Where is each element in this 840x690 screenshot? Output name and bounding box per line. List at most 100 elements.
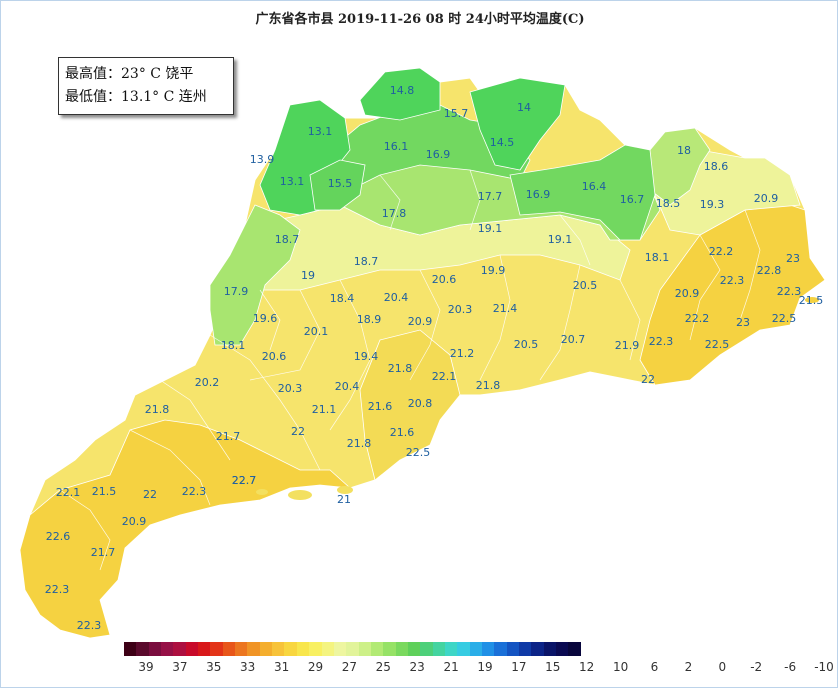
county-temperature-label: 20.9 — [408, 315, 433, 328]
county-temperature-label: 18.1 — [221, 339, 246, 352]
legend-swatch — [321, 642, 334, 656]
legend-swatch — [568, 642, 581, 656]
county-labels: 13.9 13.1 13.1 15.5 14.8 16.1 16.9 15.7 14 14.5 17… — [45, 84, 824, 632]
county-temperature-label: 20.7 — [561, 333, 586, 346]
legend-swatch — [259, 642, 273, 656]
min-value-line: 最低值：13.1° C 连州 — [65, 89, 207, 105]
county-temperature-label: 18 — [677, 144, 691, 157]
county-temperature-label: 21.8 — [145, 403, 170, 416]
county-temperature-label: 22.8 — [757, 264, 782, 277]
legend-swatch — [173, 642, 186, 656]
county-temperature-label: 17.9 — [224, 285, 249, 298]
legend-swatch — [136, 642, 149, 656]
legend-tick-label: 33 — [240, 660, 256, 674]
county-temperature-label: 16.7 — [620, 193, 645, 206]
county-temperature-label: 22.6 — [46, 530, 71, 543]
county-temperature-label: 21.7 — [91, 546, 116, 559]
county-temperature-label: 20.4 — [335, 380, 360, 393]
legend-tick-label: -2 — [750, 660, 763, 674]
legend-swatch — [494, 642, 507, 656]
legend-swatch — [222, 642, 236, 656]
legend-swatch — [309, 642, 322, 656]
county-temperature-label: 17.8 — [382, 207, 407, 220]
county-temperature-label: 21.8 — [476, 379, 501, 392]
county-temperature-label: 17.7 — [478, 190, 503, 203]
legend-swatch — [333, 642, 347, 656]
county-temperature-label: 21.7 — [216, 430, 241, 443]
county-temperature-label: 19.3 — [700, 198, 725, 211]
legend-swatch — [407, 642, 421, 656]
legend-swatch — [556, 642, 569, 656]
county-temperature-label: 20.9 — [122, 515, 147, 528]
county-temperature-label: 21 — [337, 493, 351, 506]
coastal-warm-zone — [19, 419, 352, 639]
county-temperature-label: 22.7 — [232, 474, 257, 487]
county-temperature-label: 22.3 — [77, 619, 102, 632]
island-nanao — [805, 297, 819, 303]
legend-swatch — [432, 642, 445, 656]
county-temperature-label: 22.3 — [182, 485, 207, 498]
county-temperature-label: 23 — [786, 252, 800, 265]
county-temperature-label: 14.5 — [490, 136, 515, 149]
county-temperature-label: 22.1 — [56, 486, 81, 499]
legend-tick-label: 23 — [409, 660, 425, 674]
county-temperature-label: 18.7 — [354, 255, 379, 268]
west-cool-zone — [209, 204, 301, 346]
county-temperature-label: 20.9 — [675, 287, 700, 300]
county-temperature-label: 19 — [301, 269, 315, 282]
county-temperature-label: 22 — [143, 488, 157, 501]
county-temperature-label: 20.2 — [195, 376, 220, 389]
county-temperature-label: 18.4 — [330, 292, 355, 305]
northeast-cold-zone — [509, 144, 656, 241]
county-temperature-label: 20.1 — [304, 325, 329, 338]
county-temperature-label: 22.3 — [777, 285, 802, 298]
legend-tick-label: 10 — [612, 660, 629, 674]
county-temperature-label: 18.5 — [656, 197, 681, 210]
county-temperature-label: 18.6 — [704, 160, 729, 173]
legend-swatch — [395, 642, 408, 656]
legend-swatch — [481, 642, 495, 656]
legend-swatch — [272, 642, 285, 656]
legend-swatch — [370, 642, 384, 656]
legend-tick-label: 17 — [511, 660, 527, 674]
north-coldest-zone — [359, 67, 441, 121]
legend-swatch — [210, 642, 223, 656]
legend-tick-label: 39 — [138, 660, 154, 674]
county-temperature-label: 20.5 — [573, 279, 598, 292]
pearl-delta-zone — [359, 329, 461, 481]
legend-swatch — [420, 642, 433, 656]
county-temperature-label: 21.2 — [450, 347, 475, 360]
county-temperature-label: 21.8 — [388, 362, 413, 375]
legend-tick-label: 27 — [341, 660, 358, 674]
legend-tick-label: 25 — [375, 660, 391, 674]
county-temperature-label: 18.1 — [645, 251, 670, 264]
legend-swatch — [284, 642, 297, 656]
county-temperature-label: 22 — [291, 425, 305, 438]
legend-swatch — [148, 642, 162, 656]
county-temperature-label: 20.9 — [754, 192, 779, 205]
legend-tick-label: 12 — [579, 660, 595, 674]
legend-swatch — [161, 642, 174, 656]
legend-swatch — [185, 642, 199, 656]
county-temperature-label: 22.3 — [649, 335, 674, 348]
legend-color-bar — [124, 642, 581, 656]
county-temperature-label: 21.5 — [92, 485, 117, 498]
legend-tick-label: 0 — [718, 660, 727, 674]
legend-swatch — [457, 642, 470, 656]
county-temperature-label: 22.2 — [709, 245, 734, 258]
county-temperature-label: 19.1 — [478, 222, 503, 235]
map-title: 广东省各市县 2019-11-26 08 时 24小时平均温度(C) — [255, 12, 585, 27]
county-temperature-label: 16.1 — [384, 140, 409, 153]
county-temperature-label: 22.1 — [432, 370, 457, 383]
county-temperature-label: 16.4 — [582, 180, 607, 193]
county-temperature-label: 22.2 — [685, 312, 710, 325]
county-temperature-label: 14 — [517, 101, 531, 114]
county-temperature-label: 20.5 — [514, 338, 539, 351]
county-temperature-label: 19.4 — [354, 350, 379, 363]
legend-tick-label: -10 — [814, 660, 834, 674]
county-temperature-label: 20.3 — [448, 303, 473, 316]
county-temperature-label: 18.7 — [275, 233, 300, 246]
county-temperature-label: 19.6 — [253, 312, 278, 325]
legend-swatch — [444, 642, 458, 656]
